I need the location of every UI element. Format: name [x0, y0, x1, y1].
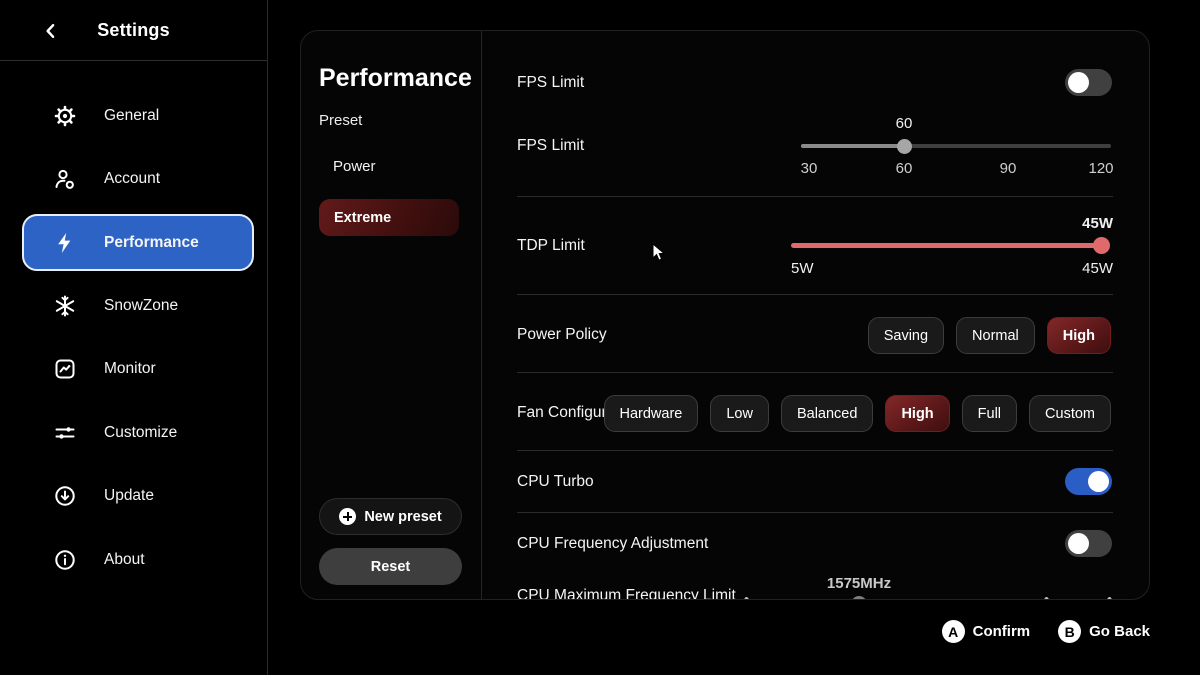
sidebar-item-update[interactable]: Update — [0, 465, 268, 529]
fps-limit-toggle[interactable] — [1065, 69, 1112, 96]
download-circle-icon — [52, 483, 78, 509]
fps-tick-30: 30 — [800, 160, 818, 177]
cpu-frequency-adjustment-toggle[interactable] — [1065, 530, 1112, 557]
power-policy-option-high[interactable]: High — [1046, 317, 1111, 354]
row-divider — [517, 196, 1113, 197]
fps-tick-60: 60 — [895, 160, 913, 177]
toggle-knob — [1068, 72, 1089, 93]
fps-limit-toggle-label: FPS Limit — [517, 74, 585, 91]
tdp-slider-value: 45W — [1082, 215, 1113, 232]
confirm-button[interactable]: A Confirm — [941, 620, 1031, 643]
power-policy-option-saving[interactable]: Saving — [867, 317, 945, 354]
sidebar-item-account[interactable]: Account — [0, 148, 268, 212]
cpu-max-frequency-stepper-right[interactable] — [1107, 597, 1112, 599]
sidebar-item-label: Update — [104, 487, 154, 505]
sidebar: Settings General — [0, 0, 268, 675]
fps-limit-slider-label: FPS Limit — [517, 137, 585, 154]
fan-option-low[interactable]: Low — [710, 395, 769, 432]
power-policy-label: Power Policy — [517, 326, 607, 343]
tdp-slider-track[interactable] — [791, 243, 1109, 248]
new-preset-button[interactable]: New preset — [319, 498, 462, 535]
back-button[interactable] — [38, 18, 64, 44]
reset-button[interactable]: Reset — [319, 548, 462, 585]
gamepad-b-icon: B — [1058, 620, 1082, 643]
performance-panel: Performance Preset Power Extreme New pre… — [300, 30, 1150, 600]
cpu-max-frequency-tick — [1044, 597, 1049, 599]
preset-item-power[interactable]: Power — [333, 158, 376, 175]
confirm-label: Confirm — [972, 623, 1031, 640]
sidebar-item-label: SnowZone — [104, 296, 179, 314]
fan-option-balanced[interactable]: Balanced — [780, 395, 874, 432]
sliders-icon — [52, 420, 78, 446]
gamepad-a-icon: A — [941, 620, 965, 643]
row-divider — [517, 372, 1113, 373]
go-back-label: Go Back — [1089, 623, 1150, 640]
sidebar-item-performance[interactable]: Performance — [22, 214, 254, 271]
preset-item-extreme[interactable]: Extreme — [319, 199, 459, 236]
cpu-max-frequency-stepper-left[interactable] — [744, 597, 749, 599]
go-back-button[interactable]: B Go Back — [1058, 620, 1150, 643]
sidebar-item-about[interactable]: About — [0, 528, 268, 592]
fan-option-custom[interactable]: Custom — [1029, 395, 1111, 432]
cpu-max-frequency-label: CPU Maximum Frequency Limit — [517, 587, 736, 600]
fps-slider-value: 60 — [895, 115, 913, 132]
plus-circle-icon — [339, 508, 357, 525]
person-icon — [52, 166, 78, 192]
fps-slider-fill — [801, 144, 904, 148]
sidebar-item-label: Account — [104, 170, 161, 188]
panel-title: Performance — [319, 64, 472, 92]
info-circle-icon — [52, 547, 78, 573]
sidebar-item-snowzone[interactable]: SnowZone — [0, 274, 268, 338]
fan-option-full[interactable]: Full — [961, 395, 1018, 432]
cpu-turbo-toggle[interactable] — [1065, 468, 1112, 495]
tdp-min-label: 5W — [791, 260, 814, 277]
sidebar-item-label: Performance — [104, 233, 199, 251]
gear-icon — [52, 103, 78, 129]
cpu-frequency-adjustment-label: CPU Frequency Adjustment — [517, 535, 709, 552]
toggle-knob — [1088, 471, 1109, 492]
page-title: Settings — [97, 20, 170, 40]
tdp-limit-label: TDP Limit — [517, 237, 585, 254]
fps-tick-90: 90 — [999, 160, 1017, 177]
sidebar-item-label: Customize — [104, 423, 178, 441]
sidebar-item-label: About — [104, 550, 145, 568]
tdp-max-label: 45W — [1082, 260, 1113, 277]
tdp-slider-knob[interactable] — [1093, 237, 1110, 254]
fan-option-hardware[interactable]: Hardware — [603, 395, 699, 432]
row-divider — [517, 512, 1113, 513]
chevron-left-icon — [46, 23, 55, 39]
fps-tick-120: 120 — [1088, 160, 1114, 177]
reset-label: Reset — [370, 558, 411, 575]
lightning-icon — [52, 230, 78, 256]
sidebar-item-monitor[interactable]: Monitor — [0, 338, 268, 402]
trend-chart-icon — [52, 356, 78, 382]
preset-section-label: Preset — [319, 112, 363, 129]
sidebar-header: Settings — [0, 0, 267, 61]
sidebar-item-label: Monitor — [104, 360, 156, 378]
sidebar-item-label: General — [104, 106, 160, 124]
fan-option-high[interactable]: High — [885, 395, 950, 432]
fps-slider-track[interactable] — [801, 144, 1111, 148]
sidebar-item-customize[interactable]: Customize — [0, 401, 268, 465]
panel-divider-vertical — [481, 31, 482, 599]
row-divider — [517, 450, 1113, 451]
power-policy-options: Saving Normal High — [867, 317, 1111, 354]
cpu-turbo-label: CPU Turbo — [517, 473, 594, 490]
footer-hints: A Confirm B Go Back — [941, 620, 1150, 643]
cpu-max-frequency-slider-knob[interactable] — [851, 596, 867, 599]
fps-slider-knob[interactable] — [897, 139, 912, 154]
snowflake-icon — [52, 293, 78, 319]
sidebar-nav: General Account Performance — [0, 84, 268, 592]
row-divider — [517, 294, 1113, 295]
new-preset-label: New preset — [364, 508, 442, 525]
power-policy-option-normal[interactable]: Normal — [956, 317, 1035, 354]
toggle-knob — [1068, 533, 1089, 554]
sidebar-item-general[interactable]: General — [0, 84, 268, 148]
fan-configuration-options: Hardware Low Balanced High Full Custom — [603, 395, 1111, 432]
cpu-max-frequency-value: 1575MHz — [826, 575, 892, 592]
